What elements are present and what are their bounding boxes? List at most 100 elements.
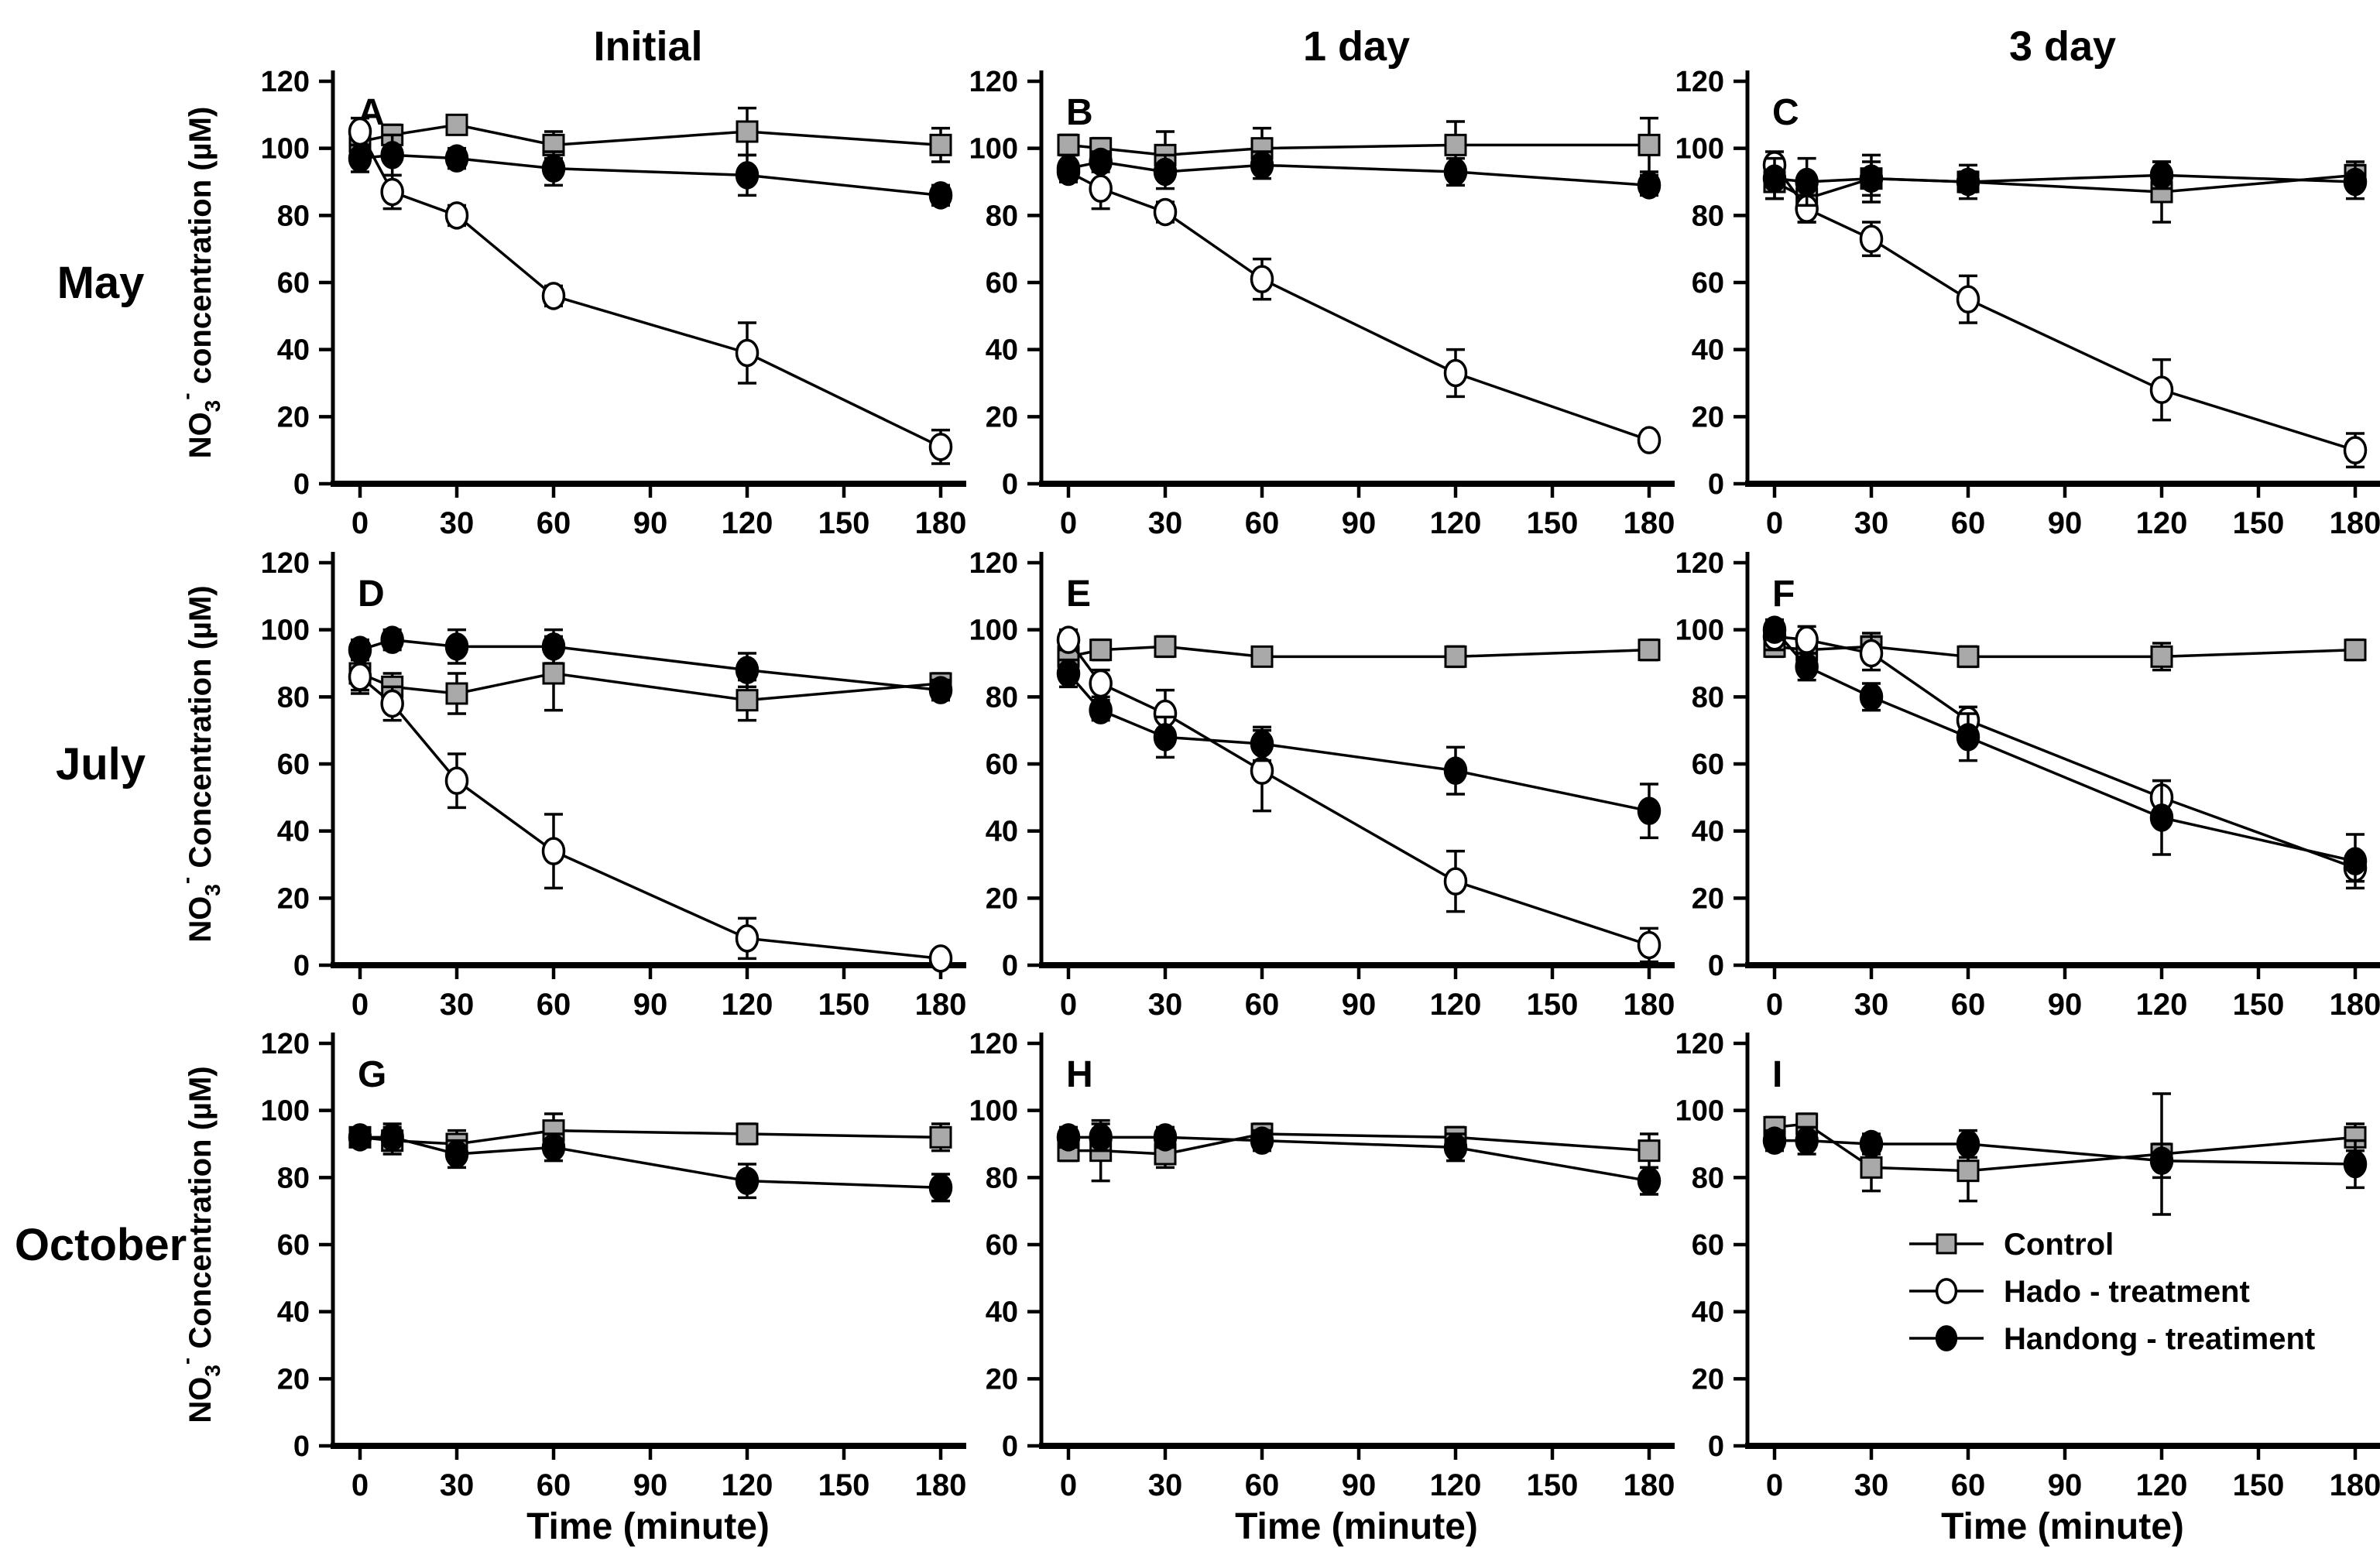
x-tick-label: 0 (352, 988, 369, 1022)
panel-letter: B (1066, 92, 1093, 133)
x-tick-label: 30 (1148, 506, 1183, 540)
y-axis-label: NO3- concentration (µM) (174, 107, 225, 459)
filled-circle-marker (1637, 1166, 1662, 1195)
filled-circle-marker (1859, 1129, 1884, 1159)
square-marker (736, 689, 759, 712)
y-tick-label: 60 (1692, 748, 1724, 781)
open-circle-marker (348, 117, 372, 146)
y-tick-label: 100 (1675, 1095, 1724, 1128)
panel-B: 0 20 40 60 80 100 120 0 30 60 90 120 150 180 B (969, 66, 1675, 540)
filled-circle-marker (928, 1173, 953, 1202)
square-marker (1860, 1156, 1883, 1179)
panel-letter: G (358, 1054, 386, 1095)
column-title: 1 day (1303, 23, 1410, 70)
filled-circle-marker (1795, 1126, 1819, 1155)
panel-letter: C (1772, 92, 1799, 133)
y-tick-label: 100 (1675, 615, 1724, 647)
y-tick-label: 20 (986, 882, 1018, 915)
x-tick-label: 180 (915, 506, 967, 540)
panel-letter: I (1772, 1054, 1782, 1095)
x-tick-label: 150 (818, 1468, 870, 1502)
square-marker (1638, 1139, 1661, 1163)
square-marker (1444, 645, 1467, 668)
y-tick-label: 0 (1708, 1430, 1724, 1463)
x-tick-label: 180 (2330, 506, 2380, 540)
filled-circle-marker (1762, 615, 1787, 644)
filled-circle-marker (1637, 796, 1662, 825)
x-tick-label: 90 (2048, 988, 2083, 1022)
x-tick-label: 120 (722, 506, 773, 540)
square-marker (1089, 639, 1113, 662)
y-tick-label: 40 (277, 1296, 310, 1329)
x-tick-label: 30 (1854, 506, 1889, 540)
filled-circle-marker (1153, 1123, 1178, 1152)
x-tick-label: 90 (2048, 1468, 2083, 1502)
filled-circle-marker (928, 676, 953, 704)
y-tick-label: 0 (1708, 950, 1724, 982)
y-tick-label: 100 (261, 615, 310, 647)
y-tick-label: 0 (1002, 950, 1018, 982)
x-tick-label: 60 (537, 1468, 571, 1502)
x-tick-label: 120 (2136, 988, 2188, 1022)
panel-H: 0 20 40 60 80 100 120 0 30 60 90 120 150 180 H (969, 1028, 1675, 1502)
x-tick-label: 120 (2136, 506, 2188, 540)
panel-F: 0 20 40 60 80 100 120 0 30 60 90 120 150 180 F (1675, 547, 2380, 1022)
filled-circle-marker (928, 181, 953, 210)
x-tick-label: 180 (1624, 1468, 1675, 1502)
y-tick-label: 60 (1692, 1229, 1724, 1262)
panel-I: 0 20 40 60 80 100 120 0 30 60 90 120 150 180 I Control H… (1675, 1028, 2380, 1502)
x-tick-label: 0 (1060, 988, 1077, 1022)
series-control (1057, 116, 1661, 180)
x-tick-label: 120 (1430, 506, 1482, 540)
series-handong (1762, 615, 2368, 890)
square-marker (1936, 1233, 1957, 1255)
row-label: May (57, 258, 145, 308)
x-tick-label: 180 (2330, 988, 2380, 1022)
legend-label: Hado - treatment (2004, 1275, 2250, 1309)
open-circle-marker (2343, 436, 2368, 464)
square-marker (1956, 645, 1980, 668)
y-tick-label: 100 (969, 615, 1018, 647)
filled-circle-marker (1956, 723, 1980, 752)
y-tick-label: 60 (986, 1229, 1018, 1262)
square-marker (1250, 645, 1274, 668)
column-title: Initial (593, 23, 702, 70)
filled-circle-marker (541, 1133, 566, 1162)
square-marker (445, 682, 468, 705)
square-marker (1057, 133, 1080, 156)
filled-circle-marker (735, 656, 760, 684)
y-tick-label: 120 (1675, 547, 1724, 580)
legend: Control Hado - treatment Handong - treatim… (1909, 1228, 2315, 1356)
filled-circle-marker (1089, 1123, 1113, 1152)
y-tick-label: 100 (261, 1095, 310, 1128)
y-tick-label: 40 (986, 816, 1018, 848)
y-tick-label: 0 (293, 468, 310, 501)
series-handong (348, 1122, 953, 1203)
filled-circle-marker (735, 161, 760, 190)
y-tick-label: 0 (1002, 468, 1018, 501)
open-circle-marker (1089, 174, 1113, 203)
x-tick-label: 30 (440, 1468, 475, 1502)
open-circle-marker (1443, 358, 1468, 388)
y-tick-label: 40 (277, 816, 310, 848)
open-circle-marker (1795, 625, 1819, 654)
square-marker (1154, 635, 1177, 658)
square-marker (2150, 645, 2173, 668)
x-tick-label: 90 (1342, 506, 1377, 540)
open-circle-marker (1153, 197, 1178, 227)
filled-circle-marker (1250, 729, 1274, 759)
filled-circle-marker (2343, 1149, 2368, 1179)
y-tick-label: 80 (1692, 200, 1724, 232)
y-tick-label: 80 (1692, 681, 1724, 714)
y-tick-label: 0 (1002, 1430, 1018, 1463)
filled-circle-marker (348, 144, 372, 173)
y-tick-label: 20 (1692, 1363, 1724, 1396)
y-tick-label: 40 (1692, 334, 1724, 367)
x-tick-label: 120 (722, 1468, 773, 1502)
x-tick-label: 60 (537, 988, 571, 1022)
x-tick-label: 60 (1245, 506, 1280, 540)
open-circle-marker (541, 282, 566, 310)
series-handong (1762, 153, 2368, 207)
y-tick-label: 120 (261, 1028, 310, 1060)
